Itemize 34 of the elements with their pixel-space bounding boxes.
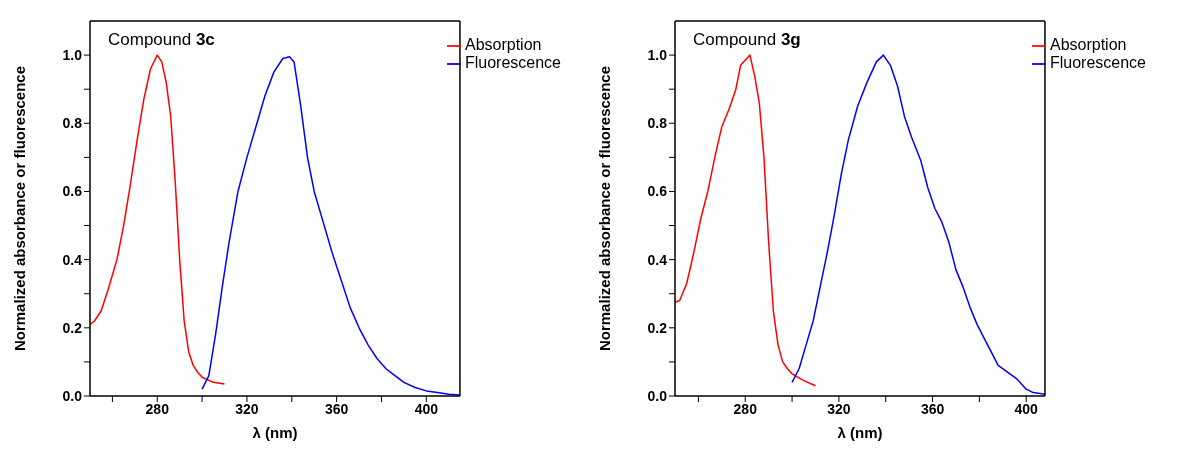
y-tick-label: 0.2 (647, 319, 668, 336)
y-tick-label: 0.4 (647, 251, 668, 268)
y-axis-title: Normalized absorbance or fluorescence (11, 65, 29, 352)
legend-label: Fluorescence (464, 54, 561, 71)
x-tick-label: 280 (733, 400, 758, 417)
line-series (90, 54, 226, 385)
x-tick-label: 400 (1014, 400, 1039, 417)
x-tick-label: 400 (414, 400, 439, 417)
y-tick-label: 1.0 (62, 47, 83, 64)
legend-label: Fluorescence (1049, 54, 1146, 71)
y-tick-label: 1.0 (647, 47, 668, 64)
y-tick-label: 0.6 (647, 183, 668, 200)
x-axis-title: λ (nm) (252, 424, 298, 441)
annotation: Compound 3c (108, 30, 215, 49)
line-series (675, 54, 817, 387)
y-axis-title: Normalized absorbance or fluorescence (596, 65, 614, 352)
y-tick-label: 0.8 (62, 115, 83, 132)
x-tick-label: 360 (920, 400, 945, 417)
line-series (201, 56, 460, 396)
legend-label: Absorption (1049, 36, 1127, 53)
x-tick-label: 280 (145, 400, 170, 417)
y-tick-label: 0.4 (62, 251, 83, 268)
line-series (791, 54, 1045, 396)
y-tick-label: 0.0 (647, 387, 668, 404)
y-tick-label: 0.6 (62, 183, 83, 200)
annotation: Compound 3g (693, 30, 801, 49)
x-tick-label: 360 (324, 400, 349, 417)
y-tick-label: 0.2 (62, 319, 83, 336)
y-tick-label: 0.8 (647, 115, 668, 132)
x-axis-title: λ (nm) (837, 424, 883, 441)
x-tick-label: 320 (827, 400, 851, 417)
y-tick-label: 0.0 (62, 387, 83, 404)
legend-label: Absorption (464, 36, 542, 53)
x-tick-label: 320 (235, 400, 259, 417)
